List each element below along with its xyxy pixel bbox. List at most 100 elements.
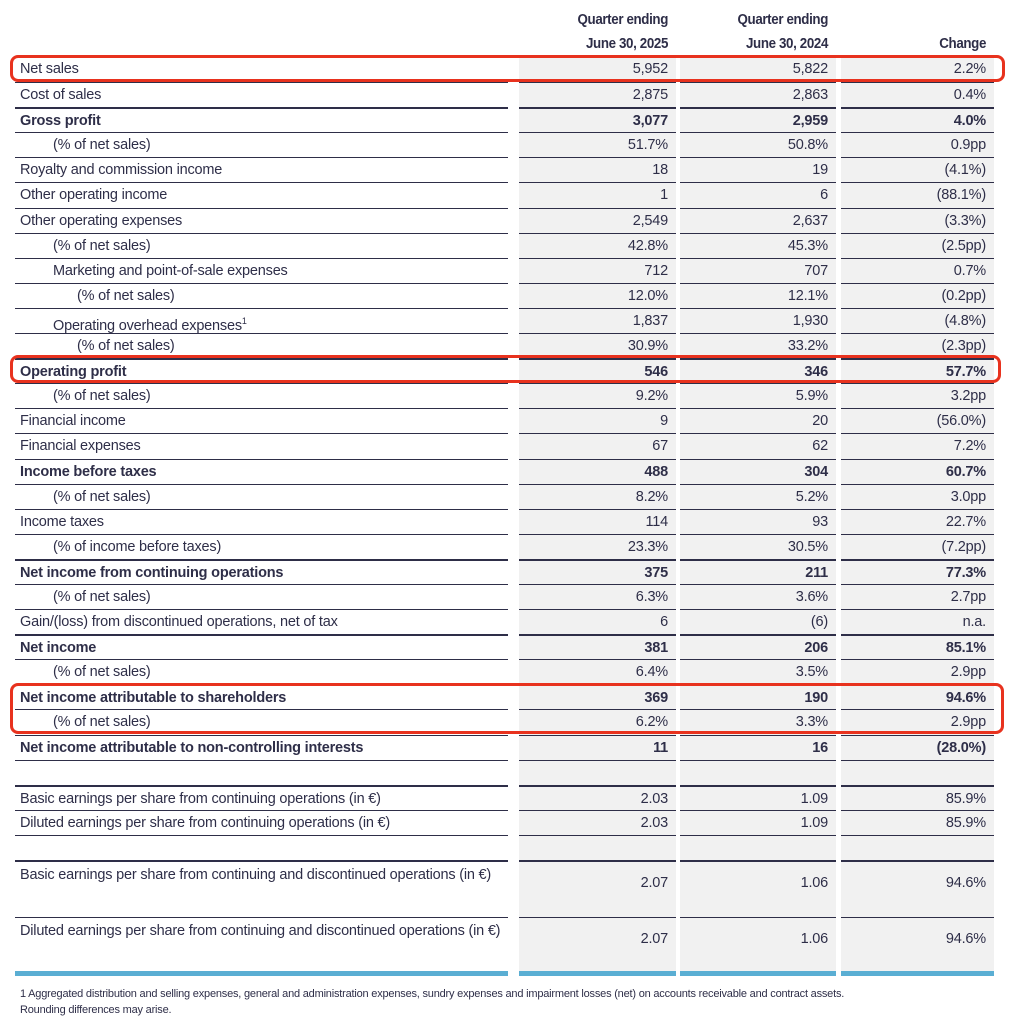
value-text: 6 [660, 614, 668, 631]
header-line: June 30, 2025 [586, 36, 668, 52]
table-row: Gross profit 3,077 2,959 4.0% [0, 107, 1024, 132]
value-2025: 67 [519, 433, 676, 458]
value-text: 346 [804, 364, 828, 381]
value-2024: 1.09 [680, 784, 836, 810]
value-text: 93 [812, 513, 828, 530]
value-text: 6 [820, 187, 828, 204]
bottom-rule [15, 971, 508, 976]
value-text: 94.6% [945, 874, 986, 891]
value-2024: 2,863 [680, 82, 836, 107]
value-text: 304 [804, 463, 828, 480]
value-2025 [519, 834, 676, 860]
row-label: (% of net sales) [15, 659, 508, 684]
value-change: 85.9% [841, 784, 994, 810]
value-text: 9 [660, 413, 668, 430]
footnotes: 1 Aggregated distribution and selling ex… [20, 986, 844, 1018]
row-label: Financial income [15, 408, 508, 433]
header-line: Change [939, 36, 986, 52]
row-label: Net income attributable to non-controlli… [15, 734, 508, 760]
value-text: (28.0%) [936, 739, 987, 756]
table-row: Basic earnings per share from continuing… [0, 784, 1024, 810]
table-row: Cost of sales 2,875 2,863 0.4% [0, 82, 1024, 107]
row-label [15, 759, 508, 785]
value-2025: 1 [519, 182, 676, 207]
value-2025: 8.2% [519, 483, 676, 509]
value-text: 488 [644, 463, 668, 480]
row-label: (% of net sales) [15, 282, 508, 308]
label-text: Diluted earnings per share from continui… [20, 814, 391, 831]
value-text: 5,952 [632, 61, 668, 77]
value-text: 3.3% [795, 714, 828, 731]
table-row: Basic earnings per share from continuing… [0, 859, 1024, 918]
table-row: (% of net sales) 8.2% 5.2% 3.0pp [0, 483, 1024, 509]
value-change: (2.5pp) [841, 232, 994, 258]
bottom-rule [680, 971, 836, 976]
row-label: (% of net sales) [15, 483, 508, 509]
value-change: 2.7pp [841, 583, 994, 609]
label-text: Net sales [20, 61, 79, 77]
value-text: 0.7% [953, 262, 986, 279]
value-text: 12.0% [627, 287, 668, 304]
value-text: 42.8% [627, 237, 668, 254]
value-text: 45.3% [787, 237, 828, 254]
value-text: 546 [644, 364, 668, 381]
value-2025: 5,952 [519, 57, 676, 82]
value-change: 94.6% [841, 917, 994, 975]
label-text: Net income from continuing operations [20, 564, 284, 581]
value-text: (88.1%) [936, 187, 987, 204]
value-2025: 375 [519, 558, 676, 584]
value-text: 1.09 [800, 814, 829, 831]
value-text: 30.9% [627, 338, 668, 355]
table-row: Income taxes 114 93 22.7% [0, 508, 1024, 534]
value-text: 2.9pp [950, 664, 986, 681]
value-text: 62 [812, 438, 828, 455]
value-text: 2.2% [953, 61, 986, 77]
value-text: 22.7% [945, 513, 986, 530]
value-2024: 20 [680, 408, 836, 433]
footnote-rounding: Rounding differences may arise. [20, 1004, 172, 1016]
label-text: (% of net sales) [53, 237, 151, 254]
value-2024: 1,930 [680, 307, 836, 333]
value-text: (4.1%) [944, 162, 986, 179]
value-change: 22.7% [841, 508, 994, 534]
value-text: 85.1% [945, 640, 986, 657]
value-change: (3.3%) [841, 207, 994, 233]
table-row: Other operating expenses 2,549 2,637 (3.3%) [0, 207, 1024, 233]
income-statement-table: Net sales 5,952 5,822 2.2% Cost of sales 2,87… [0, 57, 1024, 975]
value-2024: 2,637 [680, 207, 836, 233]
table-row: Other operating income 1 6 (88.1%) [0, 182, 1024, 207]
value-text: 94.6% [945, 690, 986, 707]
value-text: 381 [644, 640, 668, 657]
value-change: 85.1% [841, 634, 994, 659]
table-row: Net income 381 206 85.1% [0, 634, 1024, 659]
value-text: 3.2pp [950, 388, 986, 405]
label-text: Diluted earnings per share from continui… [20, 923, 501, 940]
value-change: 0.9pp [841, 132, 994, 157]
row-label: Operating profit [15, 358, 508, 383]
row-label: Cost of sales [15, 82, 508, 107]
column-shading-2024 [680, 57, 836, 972]
label-text: Basic earnings per share from continuing… [20, 866, 492, 883]
value-text: 12.1% [787, 287, 828, 304]
value-text: 5.9% [795, 388, 828, 405]
value-text: 33.2% [787, 338, 828, 355]
label-text: Other operating expenses [20, 212, 183, 229]
label-text: Net income attributable to non-controlli… [20, 739, 364, 756]
value-text: 77.3% [945, 564, 986, 581]
value-text: (6) [810, 614, 828, 631]
table-row: Royalty and commission income 18 19 (4.1%) [0, 157, 1024, 182]
value-text: 1,930 [792, 312, 828, 329]
label-text: (% of net sales) [77, 338, 175, 355]
value-change: (0.2pp) [841, 282, 994, 308]
value-2025: 30.9% [519, 333, 676, 358]
value-2025 [519, 759, 676, 785]
header-q2-2025: Quarter ending June 30, 2025 [531, 8, 669, 56]
label-text: Net income [20, 640, 97, 657]
value-text: 375 [644, 564, 668, 581]
value-2024: 62 [680, 433, 836, 458]
value-2024: 1.06 [680, 859, 836, 918]
highlight-operating-profit [10, 355, 1001, 383]
value-2025: 6 [519, 609, 676, 634]
label-text: Basic earnings per share from continuing… [20, 790, 381, 807]
value-change: 0.7% [841, 257, 994, 283]
